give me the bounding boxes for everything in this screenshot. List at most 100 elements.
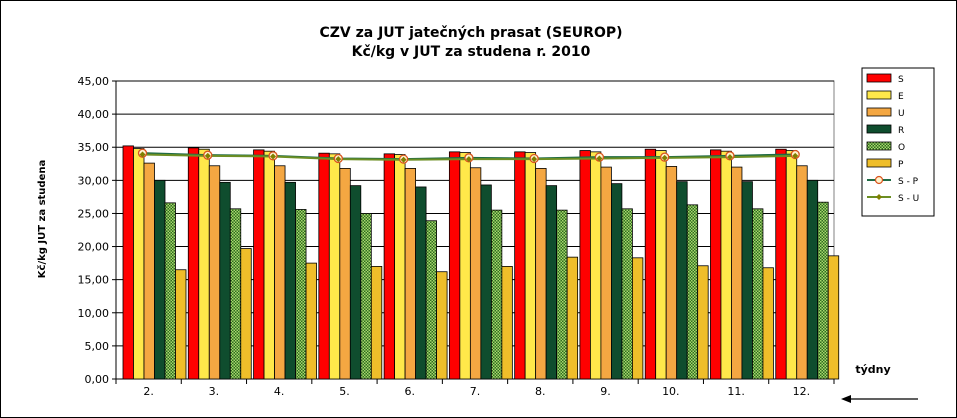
legend-label: S - U	[898, 194, 919, 204]
y-axis-ticks: 0,00 5,00 10,00 15,00 20,00 25,00 30,00 35,00 40…	[78, 75, 116, 386]
bar-p	[632, 257, 644, 380]
x-tick-label: 10.	[662, 385, 680, 398]
bar-s	[710, 149, 722, 380]
bar-e	[655, 150, 667, 380]
legend-swatch-p	[866, 158, 892, 168]
bar-o	[556, 209, 568, 380]
point-s-u	[270, 153, 277, 160]
bar-s	[579, 150, 591, 380]
legend-swatch-o	[866, 141, 892, 151]
x-axis-ticks: 2. 3. 4. 5. 6. 7. 8. 9. 10. 11. 12.	[115, 379, 835, 398]
legend-swatch-u	[866, 107, 892, 117]
legend-label: R	[898, 126, 904, 136]
bar-e	[263, 150, 275, 380]
bar-e	[198, 148, 210, 380]
bar-u	[274, 165, 286, 380]
point-s-u	[726, 154, 733, 161]
bar-r	[415, 186, 427, 380]
legend-swatch-r	[866, 124, 892, 134]
x-tick-label: 8.	[535, 385, 546, 398]
bar-r	[741, 181, 753, 380]
x-tick-label: 12.	[793, 385, 811, 398]
lines-layer	[137, 148, 800, 164]
bar-s	[122, 145, 134, 380]
bar-u	[208, 165, 221, 380]
bar-s	[644, 148, 657, 380]
bar-r	[611, 183, 623, 380]
bar-r	[480, 184, 492, 380]
bar-u	[469, 167, 482, 380]
bar-s	[187, 147, 200, 380]
bar-o	[360, 213, 372, 380]
bar-s	[318, 152, 330, 380]
legend-label: E	[898, 92, 904, 102]
bar-u	[404, 168, 416, 380]
bar-e	[590, 151, 602, 380]
y-tick-label: 10,00	[78, 307, 110, 320]
bar-p	[827, 255, 840, 380]
x-tick-label: 5.	[339, 385, 350, 398]
bar-u	[665, 166, 678, 380]
bar-u	[600, 166, 612, 380]
x-axis-label: týdny	[855, 363, 890, 376]
bar-u	[143, 162, 155, 380]
chart-title: CZV za JUT jatečných prasat (SEUROP)	[319, 25, 622, 41]
chart-subtitle: Kč/kg v JUT za studena r. 2010	[352, 44, 591, 60]
x-tick-label: 4.	[274, 385, 285, 398]
bar-r	[676, 181, 688, 380]
y-tick-label: 30,00	[78, 174, 110, 187]
bar-o	[229, 208, 242, 380]
y-tick-label: 0,00	[85, 373, 110, 386]
x-tick-label: 6.	[404, 385, 415, 398]
legend-label: S	[898, 75, 904, 85]
bar-r	[349, 185, 362, 380]
bars-layer	[122, 145, 840, 380]
bar-r	[545, 185, 558, 380]
bar-s	[775, 148, 787, 380]
bar-p	[305, 262, 317, 380]
x-tick-label: 9.	[600, 385, 611, 398]
legend: SEUROP S - P S - U	[861, 67, 935, 217]
bar-o	[621, 208, 633, 380]
point-s-u	[400, 156, 407, 163]
point-s-u	[465, 156, 472, 163]
bar-o	[425, 220, 437, 380]
y-tick-label: 5,00	[85, 340, 110, 353]
point-s-u	[531, 156, 538, 163]
bar-e	[720, 150, 732, 380]
point-s-u	[661, 154, 668, 161]
legend-label: P	[898, 160, 904, 170]
bar-s	[514, 151, 526, 380]
y-tick-label: 15,00	[78, 274, 110, 287]
y-tick-label: 25,00	[78, 207, 110, 220]
legend-label: O	[898, 143, 905, 153]
bar-p	[240, 248, 252, 380]
bar-p	[566, 256, 579, 380]
bar-u	[339, 168, 351, 380]
bar-s	[253, 149, 265, 380]
legend-marker-diamond	[876, 194, 882, 200]
bar-e	[785, 150, 798, 380]
bar-r	[219, 181, 231, 380]
y-tick-label: 35,00	[78, 141, 110, 154]
bar-o	[686, 204, 699, 380]
legend-label: U	[898, 109, 905, 119]
bar-s	[383, 153, 395, 380]
bar-u	[796, 165, 808, 380]
bar-e	[328, 153, 341, 380]
y-tick-label: 20,00	[78, 241, 110, 254]
legend-marker-circle	[874, 175, 884, 185]
bar-o	[164, 202, 176, 380]
bar-e	[394, 154, 406, 380]
bar-p	[501, 266, 513, 380]
bar-s	[448, 151, 461, 380]
bar-p	[697, 265, 709, 380]
x-axis-arrow	[841, 395, 918, 403]
bar-o	[817, 201, 829, 380]
bar-e	[459, 152, 471, 380]
legend-label: S - P	[898, 177, 919, 187]
x-tick-label: 3.	[209, 385, 220, 398]
bar-r	[284, 181, 296, 380]
